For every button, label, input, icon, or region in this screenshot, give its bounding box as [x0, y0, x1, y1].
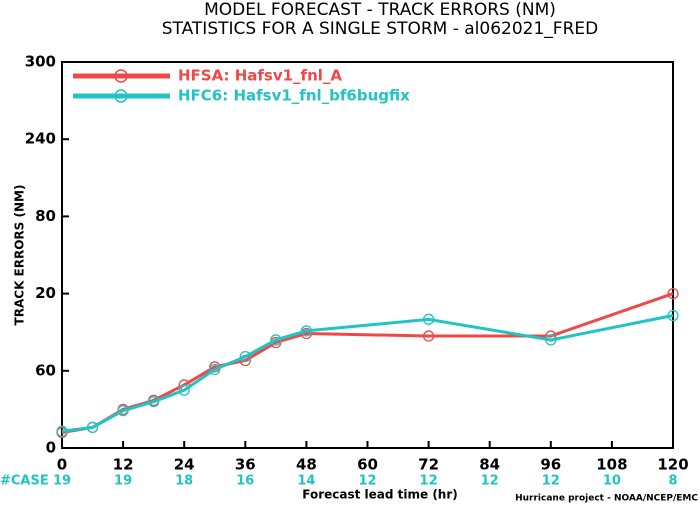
case-count: 19	[114, 474, 132, 489]
y-tick-label: 0	[46, 439, 56, 457]
point-marker	[270, 334, 282, 346]
point-marker	[178, 384, 190, 396]
case-count: 14	[297, 474, 315, 489]
x-tick-label: 12	[113, 456, 134, 474]
case-count: 12	[542, 474, 560, 489]
x-tick-label: 48	[296, 456, 317, 474]
y-tick-label: 20	[35, 284, 56, 302]
chart-subtitle: STATISTICS FOR A SINGLE STORM - al062021…	[162, 19, 598, 39]
point-marker	[667, 287, 679, 300]
point-marker	[300, 325, 313, 337]
y-tick-label: 80	[35, 207, 56, 225]
series-line	[61, 292, 674, 435]
case-count: 12	[481, 474, 499, 489]
y-tick-label: 300	[25, 53, 56, 71]
point-marker	[147, 396, 160, 408]
point-marker	[667, 309, 679, 322]
point-marker	[209, 363, 221, 376]
legend-label: HFC6: Hafsv1_fnl_bf6bugfix	[178, 87, 410, 105]
x-tick-label: 108	[596, 456, 627, 474]
point-marker	[422, 330, 435, 342]
case-count: 18	[175, 474, 193, 489]
x-axis-label: Forecast lead time (hr)	[302, 488, 458, 502]
point-marker	[545, 334, 557, 346]
series-line	[61, 314, 674, 433]
case-count: 8	[668, 474, 677, 489]
y-axis-label: TRACK ERRORS (NM)	[13, 185, 27, 326]
x-tick-label: 24	[174, 456, 195, 474]
point-marker	[86, 421, 99, 434]
plot-frame	[61, 61, 674, 449]
case-count: 12	[358, 474, 376, 489]
chart-title: MODEL FORECAST - TRACK ERRORS (NM)	[204, 0, 556, 20]
x-tick-label: 120	[657, 456, 688, 474]
point-marker	[117, 405, 129, 417]
x-tick-label: 60	[357, 456, 378, 474]
x-tick-label: 96	[540, 456, 561, 474]
footer: Hurricane project - NOAA/NCEP/EMC	[515, 494, 698, 504]
case-label: #CASE	[0, 474, 49, 489]
legend-marker	[114, 89, 128, 103]
point-marker	[422, 313, 435, 325]
case-count: 19	[53, 474, 71, 489]
x-tick-label: 36	[235, 456, 256, 474]
y-tick-label: 240	[25, 130, 56, 148]
x-tick-label: 84	[479, 456, 500, 474]
legend-label: HFSA: Hafsv1_fnl_A	[178, 67, 342, 85]
case-count: 12	[420, 474, 438, 489]
case-count: 16	[236, 474, 254, 489]
point-marker	[239, 350, 251, 363]
case-count: 10	[603, 474, 621, 489]
legend-marker	[114, 69, 128, 83]
x-tick-label: 72	[418, 456, 439, 474]
y-tick-label: 60	[35, 361, 56, 379]
point-marker	[56, 425, 68, 437]
x-tick-label: 0	[57, 456, 67, 474]
